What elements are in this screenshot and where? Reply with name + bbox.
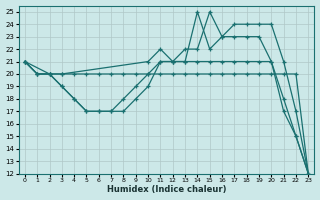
X-axis label: Humidex (Indice chaleur): Humidex (Indice chaleur) bbox=[107, 185, 226, 194]
